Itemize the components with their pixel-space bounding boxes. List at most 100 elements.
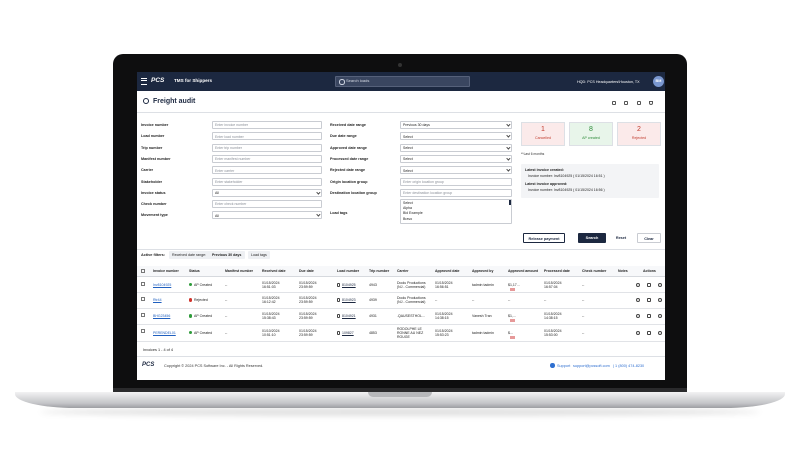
filter-select[interactable]: Select <box>400 132 512 141</box>
filter-input[interactable]: Enter invoice number <box>212 121 322 129</box>
chip-name: Received date range: <box>172 253 207 257</box>
row-action[interactable] <box>647 314 651 318</box>
summary-label: Rejected <box>631 136 647 140</box>
avatar[interactable]: BM <box>653 76 664 87</box>
filter-input[interactable]: Enter trip number <box>212 143 322 152</box>
filter-select[interactable]: Previous 30 days <box>400 121 512 129</box>
filter-icon[interactable] <box>649 101 653 105</box>
summary-card[interactable] <box>569 122 613 146</box>
filter-label: Check number <box>141 202 167 207</box>
summary-count: 8 <box>589 126 593 133</box>
table-cell: 01/15/2024 15:38:43 <box>262 312 280 321</box>
row-action[interactable] <box>658 298 662 302</box>
row-checkbox[interactable] <box>141 313 145 317</box>
select-all-checkbox[interactable] <box>141 269 145 273</box>
table-cell: 01/15/2024 23:59:59 <box>299 296 317 305</box>
row-action[interactable] <box>636 282 640 287</box>
summary-count: 1 <box>541 126 545 133</box>
filter-label: Invoice number <box>141 123 169 127</box>
laptop-hinge <box>113 388 687 392</box>
row-action[interactable] <box>647 330 651 335</box>
menu-icon-mid <box>141 80 147 82</box>
load-tag-option[interactable]: Bravo <box>403 216 413 221</box>
row-action[interactable] <box>636 298 640 302</box>
table-cell[interactable]: 8104923 <box>342 298 356 302</box>
filter-input[interactable]: Enter destination location group <box>400 188 512 197</box>
table-cell[interactable]: 8104921 <box>342 314 356 318</box>
table-cell[interactable]: 109827 <box>342 330 354 335</box>
row-divider <box>137 308 665 309</box>
table-cell[interactable]: Inv8104925 <box>153 282 172 287</box>
filter-input[interactable]: Enter manifest number <box>212 154 322 163</box>
column-header[interactable]: Due date <box>299 269 314 273</box>
menu-icon[interactable] <box>141 78 147 85</box>
table-cell: -- <box>544 298 547 302</box>
export-icon[interactable] <box>624 101 628 105</box>
column-header: Load number <box>337 269 360 273</box>
load-icon <box>337 330 340 335</box>
load-icon <box>337 314 340 318</box>
app-screen: PCS TMS for Shippers Search loads HQD: P… <box>137 72 665 380</box>
column-header[interactable]: Received date <box>262 269 286 273</box>
support-email[interactable]: support@pcssoft.com <box>573 364 610 368</box>
button[interactable]: Release payment <box>523 233 565 243</box>
currency-flag <box>510 335 515 339</box>
button[interactable]: Reset <box>609 233 633 243</box>
load-tag-option[interactable]: Alpha <box>403 205 412 210</box>
nav-location[interactable]: HQD: PCS Headquarters\Houston, TX <box>577 79 640 84</box>
table-cell: tadmin tadmin <box>472 282 494 287</box>
summary-label: AP created <box>582 136 600 140</box>
load-tag-option[interactable]: Bid Example <box>403 211 423 216</box>
row-checkbox[interactable] <box>141 282 145 286</box>
filter-input[interactable]: Enter origin location group <box>400 177 512 186</box>
search-box[interactable] <box>335 76 470 87</box>
row-action[interactable] <box>647 282 651 287</box>
row-action[interactable] <box>636 314 640 318</box>
filter-chip[interactable] <box>169 251 245 259</box>
download-icon[interactable] <box>612 101 616 105</box>
row-action[interactable] <box>658 282 662 287</box>
table-cell: -- <box>508 298 511 302</box>
row-action[interactable] <box>658 330 662 335</box>
filter-input[interactable]: Enter load number <box>212 132 322 141</box>
search-placeholder: Search loads <box>346 78 370 84</box>
filter-label: Manifest number <box>141 156 171 161</box>
row-checkbox[interactable] <box>141 329 145 333</box>
table-cell: -- <box>582 298 585 302</box>
filter-select[interactable]: Select <box>400 154 512 163</box>
summary-count: 2 <box>637 126 641 133</box>
summary-card[interactable] <box>521 122 565 146</box>
button[interactable]: Clear <box>637 233 661 243</box>
table-cell: RODOLPHE LE RONNE AU NEZ ROUGE <box>397 326 424 339</box>
table-cell: tadmin tadmin <box>472 330 494 335</box>
table-cell[interactable]: Rtr44 <box>153 298 162 302</box>
settings-icon[interactable] <box>637 101 641 105</box>
filter-input[interactable]: Enter carrier <box>212 166 322 175</box>
table-cell: -- <box>435 298 438 302</box>
filter-input[interactable]: Enter check number <box>212 200 322 209</box>
filter-input[interactable]: Enter stakeholder <box>212 177 322 186</box>
nav-brand: PCS <box>151 76 165 84</box>
row-checkbox[interactable] <box>141 297 145 301</box>
load-tag-option[interactable]: Select <box>403 200 413 205</box>
summary-card[interactable] <box>617 122 661 146</box>
row-action[interactable] <box>658 314 662 318</box>
filter-select[interactable]: All <box>212 211 322 220</box>
button[interactable]: Search <box>578 233 606 243</box>
filter-label: Movement type <box>141 213 168 218</box>
table-cell: 01/15/2024 15:53:00 <box>544 328 562 337</box>
nav-product: TMS for Shippers <box>174 78 213 83</box>
laptop-shadow <box>40 408 760 416</box>
table-cell[interactable]: PERENDEL01 <box>153 330 176 335</box>
filter-select[interactable]: Select <box>400 166 512 175</box>
table-cell[interactable]: 8104925 <box>342 282 356 287</box>
table-cell[interactable]: BHG23456 <box>153 314 171 318</box>
load-tags-listbox[interactable] <box>400 199 512 224</box>
row-action[interactable] <box>636 330 640 335</box>
table-cell: 01/15/2024 14:38:15 <box>435 312 453 321</box>
filter-select[interactable]: All <box>212 188 322 197</box>
row-action[interactable] <box>647 298 651 302</box>
table-cell: 01/15/2024 15:53:23 <box>435 328 453 337</box>
filter-chip[interactable] <box>248 251 270 259</box>
filter-select[interactable]: Select <box>400 143 512 152</box>
